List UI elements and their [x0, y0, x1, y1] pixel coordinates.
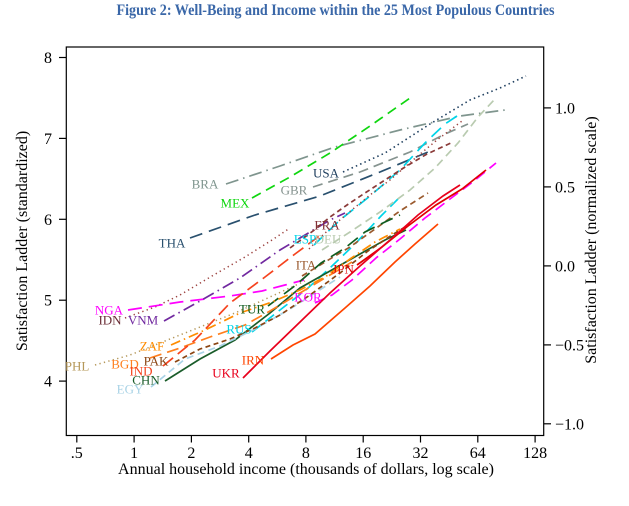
svg-text:RUS: RUS	[226, 322, 251, 337]
svg-text:IDN: IDN	[98, 313, 122, 328]
svg-text:CHN: CHN	[132, 373, 160, 388]
svg-text:USA: USA	[313, 166, 340, 181]
svg-text:7: 7	[44, 131, 52, 148]
svg-text:6: 6	[44, 212, 52, 229]
svg-text:ITA: ITA	[296, 258, 317, 273]
svg-text:BRA: BRA	[192, 177, 219, 192]
svg-text:KOR: KOR	[294, 290, 322, 305]
svg-text:VNM: VNM	[128, 313, 159, 328]
svg-text:Annual household income (thous: Annual household income (thousands of do…	[118, 461, 494, 478]
svg-text:−0.5: −0.5	[555, 337, 584, 354]
svg-text:4: 4	[44, 374, 52, 391]
svg-text:GBR: GBR	[281, 183, 308, 198]
svg-text:0.5: 0.5	[555, 179, 575, 196]
svg-text:0.0: 0.0	[555, 258, 575, 275]
svg-text:DEU: DEU	[315, 232, 342, 247]
svg-text:Satisfaction Ladder (standardi: Satisfaction Ladder (standardized)	[14, 131, 31, 351]
svg-text:1: 1	[130, 445, 138, 462]
svg-text:ZAF: ZAF	[140, 339, 165, 354]
svg-text:EGY: EGY	[117, 382, 144, 397]
svg-text:.5: .5	[71, 445, 83, 462]
svg-text:128: 128	[523, 445, 547, 462]
svg-text:JPN: JPN	[332, 262, 354, 277]
svg-text:−1.0: −1.0	[555, 416, 584, 433]
svg-text:THA: THA	[159, 236, 186, 251]
svg-text:16: 16	[355, 445, 371, 462]
svg-text:8: 8	[44, 50, 52, 67]
svg-text:IRN: IRN	[242, 353, 265, 368]
svg-text:PHL: PHL	[65, 359, 90, 374]
svg-text:5: 5	[44, 293, 52, 310]
svg-text:64: 64	[470, 445, 486, 462]
svg-text:NGA: NGA	[95, 303, 124, 318]
svg-text:IND: IND	[129, 364, 152, 379]
svg-text:Satisfaction Ladder (normalize: Satisfaction Ladder (normalized scale)	[583, 116, 600, 363]
svg-text:BGD: BGD	[111, 357, 138, 372]
svg-text:MEX: MEX	[221, 196, 251, 211]
svg-text:UKR: UKR	[212, 366, 240, 381]
svg-text:8: 8	[302, 445, 310, 462]
svg-text:Figure 2: Well-Being and Incom: Figure 2: Well-Being and Income within t…	[117, 2, 555, 19]
svg-text:TUR: TUR	[239, 302, 265, 317]
svg-text:ESP: ESP	[294, 232, 316, 247]
svg-text:2: 2	[187, 445, 195, 462]
svg-text:32: 32	[413, 445, 429, 462]
svg-text:4: 4	[245, 445, 253, 462]
svg-text:1.0: 1.0	[555, 100, 575, 117]
svg-text:FRA: FRA	[314, 218, 340, 233]
svg-text:PAK: PAK	[144, 354, 169, 369]
